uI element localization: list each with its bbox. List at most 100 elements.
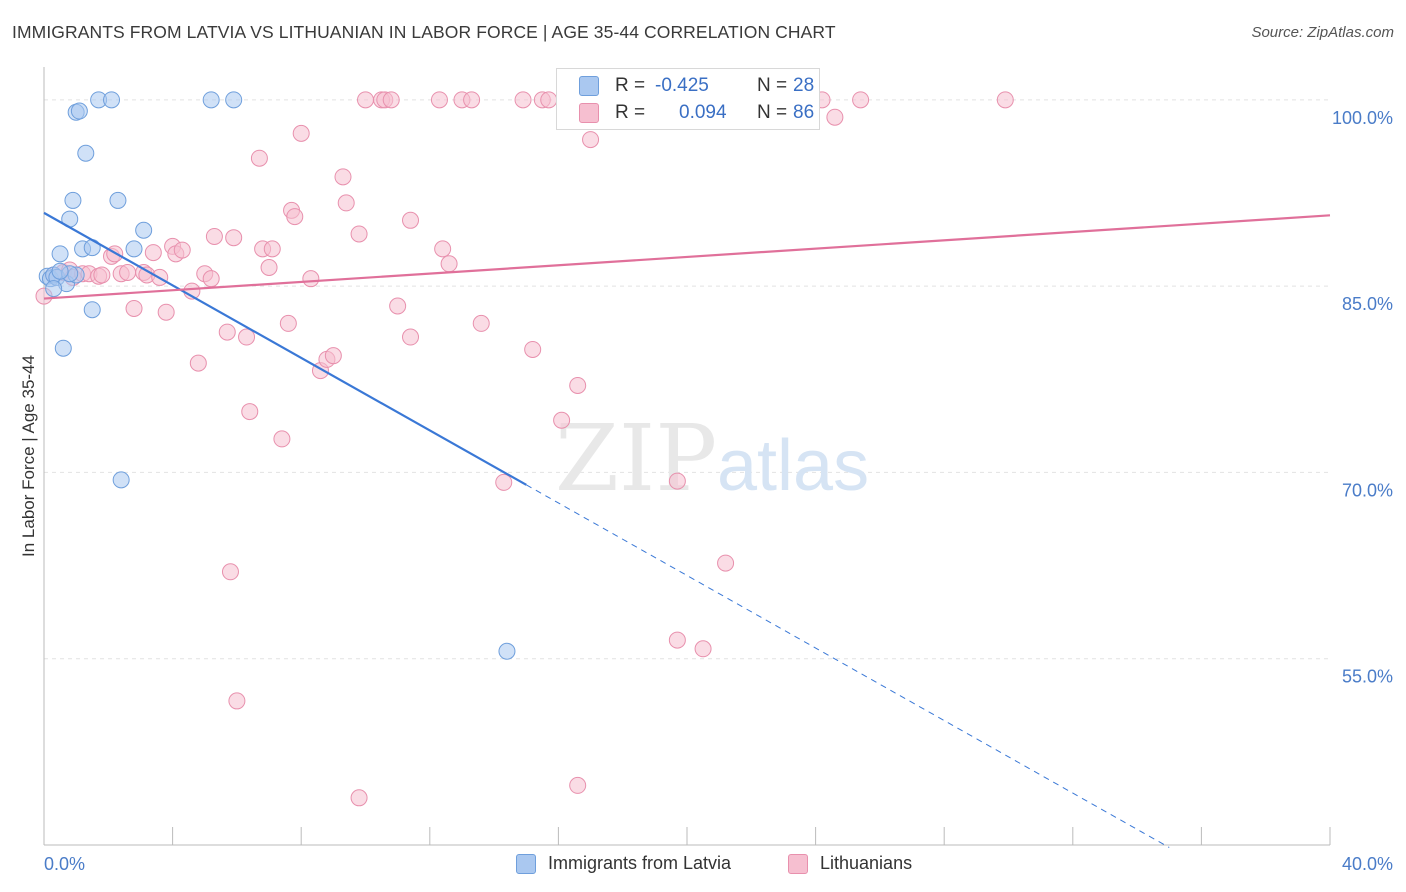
- r-value: -0.425: [655, 75, 709, 96]
- lithuanians-point: [334, 168, 352, 186]
- latvia-point: [112, 471, 130, 489]
- watermark-atlas: atlas: [717, 426, 869, 506]
- lithuanians-point: [694, 640, 712, 658]
- latvia-point: [70, 102, 88, 120]
- lithuanians-point: [238, 328, 256, 346]
- lithuanians-point: [350, 225, 368, 243]
- watermark: ZIP atlas: [555, 405, 869, 512]
- lithuanians-point: [273, 430, 291, 448]
- latvia-point: [51, 245, 69, 263]
- lithuanians-trend-line: [43, 214, 1331, 300]
- chart-source: Source: ZipAtlas.com: [1251, 24, 1394, 41]
- chart-title: IMMIGRANTS FROM LATVIA VS LITHUANIAN IN …: [12, 22, 836, 42]
- latvia-point: [54, 339, 72, 357]
- lithuanians-point: [350, 789, 368, 807]
- latvia-point: [103, 91, 121, 109]
- lithuanians-point: [302, 270, 320, 288]
- lithuanians-point: [93, 266, 111, 284]
- lithuanians-point: [402, 211, 420, 229]
- lithuanians-point: [569, 376, 587, 394]
- lithuanians-point: [125, 299, 143, 317]
- legend-label-lithuanians: Lithuanians: [820, 853, 913, 873]
- lithuanians-point: [218, 323, 236, 341]
- lithuanians-point: [472, 314, 490, 332]
- x-tick-label: 0.0%: [44, 854, 85, 874]
- y-axis-label: In Labor Force | Age 35-44: [19, 355, 38, 557]
- latvia-point: [51, 262, 69, 280]
- x-tick-labels: 0.0% 40.0%: [44, 854, 1393, 874]
- latvia-trend-line: [43, 211, 527, 486]
- latvia-point: [125, 240, 143, 258]
- lithuanians-point: [337, 194, 355, 212]
- axes: [43, 67, 1331, 846]
- lithuanians-point: [357, 91, 374, 109]
- lithuanians-swatch: [579, 103, 599, 123]
- lithuanians-point: [668, 472, 686, 490]
- y-tick-labels: 100.0% 85.0% 70.0% 55.0%: [1332, 108, 1393, 687]
- latvia-swatch: [579, 76, 599, 96]
- lithuanians-point: [514, 91, 532, 109]
- lithuanians-point: [996, 91, 1014, 109]
- lithuanians-point: [228, 692, 246, 710]
- r-label: R =: [615, 102, 646, 123]
- latvia-legend-swatch: [516, 854, 536, 874]
- latvia-point: [45, 280, 63, 298]
- lithuanians-point: [553, 411, 571, 429]
- lithuanians-point: [225, 229, 243, 247]
- lithuanians-point: [292, 124, 310, 142]
- y-tick-label: 70.0%: [1342, 480, 1393, 500]
- lithuanians-point: [119, 263, 137, 281]
- lithuanians-point: [279, 314, 297, 332]
- latvia-point: [202, 91, 220, 109]
- lithuanians-point: [205, 227, 223, 245]
- lithuanians-point: [495, 473, 513, 491]
- lithuanians-point: [157, 303, 175, 321]
- lithuanians-point: [260, 259, 278, 276]
- y-tick-label: 55.0%: [1342, 667, 1393, 687]
- lithuanians-point: [221, 563, 239, 581]
- n-value: 86: [793, 102, 815, 123]
- watermark-zip: ZIP: [555, 405, 717, 512]
- latvia-trend-extension: [526, 484, 1170, 848]
- latvia-point: [64, 191, 82, 209]
- latvia-point: [109, 191, 127, 209]
- r-value: 0.094: [679, 102, 727, 123]
- lithuanians-point: [389, 297, 407, 315]
- lithuanians-point: [173, 241, 191, 259]
- lithuanians-point: [524, 340, 542, 358]
- stats-legend: R = -0.425 N = 28 R = 0.094 N = 86: [556, 68, 820, 130]
- lithuanians-point: [202, 270, 220, 288]
- latvia-points: [38, 91, 516, 660]
- latvia-point: [225, 91, 243, 109]
- lithuanians-point: [382, 91, 400, 109]
- lithuanians-point: [324, 347, 342, 365]
- lithuanians-point: [569, 776, 587, 794]
- n-value: 28: [793, 75, 815, 96]
- lithuanians-point: [463, 91, 481, 109]
- y-tick-label: 100.0%: [1332, 108, 1393, 128]
- lithuanians-point: [144, 244, 162, 262]
- lithuanians-point: [582, 131, 600, 149]
- x-tick-label: 40.0%: [1342, 854, 1393, 874]
- lithuanians-point: [263, 240, 281, 258]
- lithuanians-point: [430, 91, 448, 109]
- lithuanians-point: [434, 240, 452, 258]
- r-label: R =: [615, 75, 646, 96]
- lithuanians-point: [286, 208, 304, 226]
- latvia-point: [83, 301, 101, 319]
- lithuanians-point: [668, 631, 686, 649]
- n-label: N =: [757, 102, 788, 123]
- lithuanians-point: [440, 255, 458, 273]
- n-label: N =: [757, 75, 788, 96]
- lithuanians-point: [402, 328, 420, 346]
- lithuanians-point: [540, 91, 558, 109]
- lithuanians-legend-swatch: [788, 854, 808, 874]
- lithuanians-point: [717, 554, 735, 572]
- trend-lines: [43, 211, 1331, 848]
- latvia-point: [498, 642, 516, 660]
- lithuanians-point: [189, 354, 207, 372]
- legend-label-latvia: Immigrants from Latvia: [548, 853, 732, 873]
- latvia-point: [135, 221, 153, 239]
- y-tick-label: 85.0%: [1342, 294, 1393, 314]
